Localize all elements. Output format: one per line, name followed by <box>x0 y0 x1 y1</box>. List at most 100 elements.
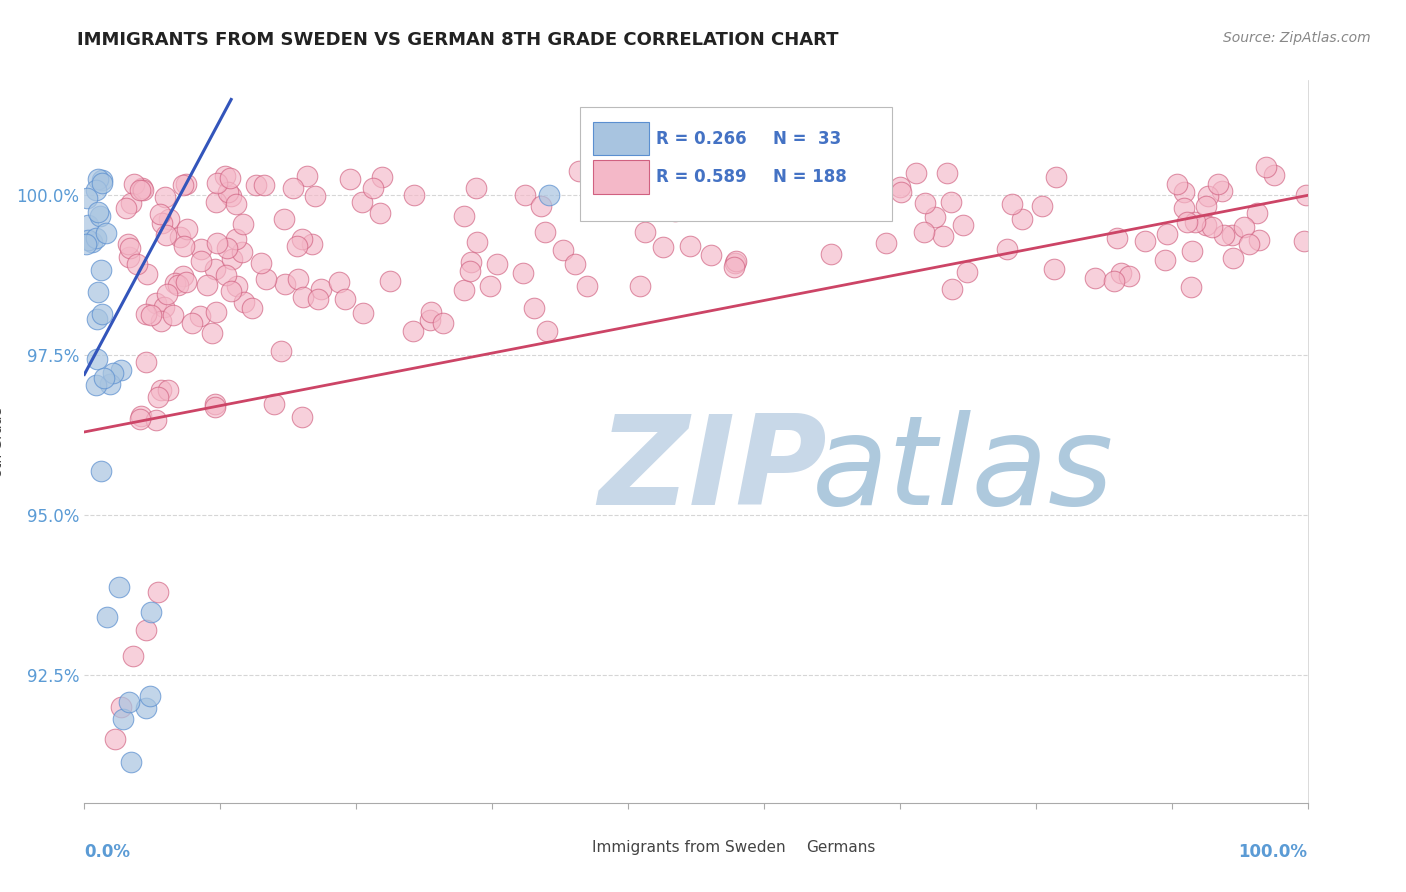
Point <box>232 295 254 310</box>
Point <box>576 278 599 293</box>
Point <box>1031 199 1053 213</box>
Point <box>118 250 141 264</box>
Point <box>139 605 162 619</box>
Point <box>679 238 702 252</box>
Point <box>1166 177 1188 191</box>
Point <box>148 207 170 221</box>
Point <box>1173 201 1195 215</box>
Point <box>378 274 401 288</box>
Point <box>204 262 226 277</box>
Point <box>301 236 323 251</box>
Point <box>181 317 204 331</box>
Point <box>145 413 167 427</box>
Point <box>651 240 673 254</box>
Point <box>80 235 103 249</box>
Point <box>287 272 309 286</box>
Point <box>905 165 928 179</box>
Text: R = 0.589: R = 0.589 <box>655 168 747 186</box>
Point <box>204 305 226 319</box>
Point <box>90 173 112 187</box>
Point <box>648 181 671 195</box>
Point <box>157 211 180 226</box>
Point <box>205 176 228 190</box>
Point <box>190 309 212 323</box>
Point <box>460 264 482 278</box>
Point <box>1045 169 1067 184</box>
Point <box>533 225 555 239</box>
Point <box>250 256 273 270</box>
Point <box>231 245 253 260</box>
Point <box>328 275 350 289</box>
Point <box>135 623 157 637</box>
Point <box>86 352 108 367</box>
Text: IMMIGRANTS FROM SWEDEN VS GERMAN 8TH GRADE CORRELATION CHART: IMMIGRANTS FROM SWEDEN VS GERMAN 8TH GRA… <box>77 31 839 49</box>
Point <box>190 254 212 268</box>
Point <box>176 222 198 236</box>
Point <box>122 648 145 663</box>
Point <box>335 292 357 306</box>
Y-axis label: 8th Grade: 8th Grade <box>0 407 6 476</box>
Point <box>717 185 740 199</box>
Point <box>432 316 454 330</box>
Point <box>350 195 373 210</box>
Point <box>1292 234 1315 248</box>
Point <box>1206 177 1229 191</box>
Point <box>163 276 186 290</box>
Point <box>190 242 212 256</box>
Point <box>91 176 114 190</box>
Point <box>291 232 314 246</box>
Point <box>1195 219 1218 233</box>
Point <box>162 309 184 323</box>
Point <box>1211 184 1233 198</box>
Point <box>86 204 108 219</box>
Point <box>155 227 177 242</box>
Point <box>1105 231 1128 245</box>
Point <box>339 172 361 186</box>
Point <box>101 366 124 380</box>
Point <box>135 701 157 715</box>
Point <box>730 169 752 184</box>
Point <box>700 248 723 262</box>
Point <box>1156 227 1178 242</box>
Point <box>1246 205 1268 219</box>
Point <box>86 312 108 326</box>
FancyBboxPatch shape <box>593 161 650 194</box>
Text: Germans: Germans <box>806 840 876 855</box>
Point <box>1000 197 1022 211</box>
Point <box>214 169 236 184</box>
Point <box>172 269 194 284</box>
Point <box>169 229 191 244</box>
Point <box>295 169 318 184</box>
Point <box>96 226 118 240</box>
Point <box>932 228 955 243</box>
Point <box>204 397 226 411</box>
Point <box>117 236 139 251</box>
Point <box>215 268 238 282</box>
Point <box>912 225 935 239</box>
Point <box>131 181 153 195</box>
Point <box>77 218 100 232</box>
Point <box>568 164 591 178</box>
Point <box>225 232 247 246</box>
Point <box>724 254 747 268</box>
Point <box>135 308 157 322</box>
Point <box>936 166 959 180</box>
Point <box>201 326 224 340</box>
Point <box>460 255 482 269</box>
Point <box>890 185 912 199</box>
FancyBboxPatch shape <box>593 122 650 155</box>
Point <box>281 181 304 195</box>
Point <box>90 464 112 478</box>
Point <box>370 169 392 184</box>
Point <box>633 226 655 240</box>
Point <box>90 307 112 321</box>
Point <box>291 409 314 424</box>
Point <box>1213 228 1236 243</box>
Point <box>217 241 239 255</box>
Point <box>132 183 155 197</box>
Point <box>419 305 441 319</box>
Text: ZIP: ZIP <box>598 410 827 531</box>
Text: Source: ZipAtlas.com: Source: ZipAtlas.com <box>1223 31 1371 45</box>
Point <box>1295 187 1317 202</box>
Point <box>145 296 167 310</box>
